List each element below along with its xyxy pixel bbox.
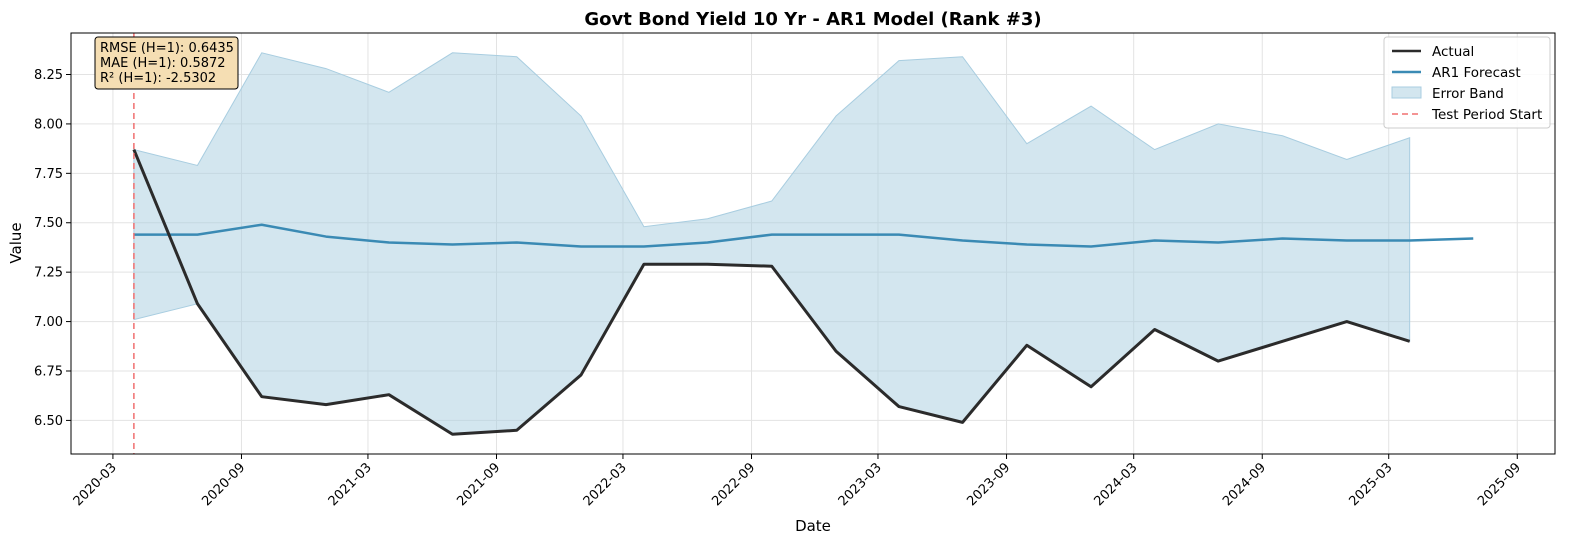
- y-tick-label: 8.00: [34, 117, 63, 132]
- x-axis-title: Date: [795, 517, 831, 535]
- legend-label: AR1 Forecast: [1432, 65, 1521, 81]
- legend-label: Actual: [1432, 44, 1474, 60]
- y-axis-title: Value: [7, 222, 25, 263]
- legend: Actual AR1 Forecast Error Band Test Period …: [1383, 36, 1551, 129]
- y-axis-ticks: 6.50 6.75 7.00 7.25 7.50 7.75 8.00 8.25: [34, 68, 71, 429]
- x-tick-label: 2024-03: [1092, 460, 1141, 509]
- x-axis-ticks: 2020-03 2020-09 2021-03 2021-09 2022-03 2022-…: [71, 454, 1524, 509]
- series-line-ar1-forecast: [133, 223, 1474, 248]
- x-tick-label: 2021-03: [326, 460, 375, 509]
- y-tick-label: 7.25: [34, 266, 63, 281]
- legend-label: Error Band: [1432, 86, 1504, 102]
- legend-label: Test Period Start: [1431, 107, 1542, 123]
- plot-frame: [70, 32, 1556, 455]
- y-tick-label: 7.00: [34, 315, 63, 330]
- x-tick-label: 2020-03: [71, 460, 120, 509]
- legend-box: [1383, 36, 1551, 129]
- y-tick-label: 7.75: [34, 167, 63, 182]
- x-tick-label: 2022-03: [581, 460, 630, 509]
- series-line-actual: [132, 149, 1411, 436]
- x-tick-label: 2025-09: [1475, 460, 1524, 509]
- y-tick-label: 6.50: [34, 414, 63, 429]
- stats-r2: R² (H=1): -2.5302: [100, 71, 216, 86]
- x-tick-label: 2021-09: [454, 460, 503, 509]
- x-tick-label: 2024-09: [1220, 460, 1269, 509]
- stats-rmse: RMSE (H=1): 0.6435: [100, 41, 234, 56]
- series-lines: [132, 149, 1474, 436]
- x-tick-label: 2020-09: [199, 460, 248, 509]
- x-tick-label: 2023-03: [836, 460, 885, 509]
- x-tick-label: 2022-09: [709, 460, 758, 509]
- y-tick-label: 7.50: [34, 216, 63, 231]
- chart-title: Govt Bond Yield 10 Yr - AR1 Model (Rank …: [584, 9, 1041, 30]
- stats-box-background: [94, 36, 239, 90]
- stats-mae: MAE (H=1): 0.5872: [100, 56, 226, 71]
- x-tick-label: 2025-03: [1347, 460, 1396, 509]
- stats-box: RMSE (H=1): 0.6435 MAE (H=1): 0.5872 R² …: [94, 36, 239, 90]
- legend-swatch: [1391, 86, 1422, 99]
- y-tick-label: 6.75: [34, 364, 63, 379]
- x-tick-label: 2023-09: [964, 460, 1013, 509]
- y-tick-label: 8.25: [34, 68, 63, 83]
